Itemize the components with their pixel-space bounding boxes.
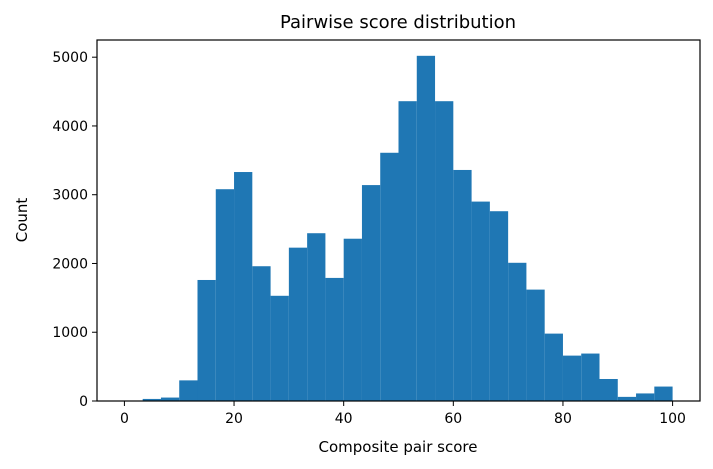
histogram-bar [636, 393, 654, 401]
y-tick-label: 4000 [52, 119, 88, 135]
histogram-bar [179, 380, 197, 401]
histogram-bar [289, 248, 307, 401]
histogram-bar [344, 239, 362, 401]
x-axis-ticks: 0 20 40 60 80 100 [120, 401, 686, 427]
x-tick-label: 40 [335, 411, 353, 427]
y-axis-label: Count [13, 198, 31, 243]
histogram-bar [417, 56, 435, 401]
histogram-bar [307, 233, 325, 401]
histogram-bar [399, 101, 417, 401]
histogram-bar [472, 202, 490, 401]
x-tick-label: 60 [444, 411, 462, 427]
histogram-bar [581, 354, 599, 401]
y-axis-ticks: 0 1000 2000 3000 4000 5000 [52, 50, 97, 410]
histogram-bar [545, 334, 563, 401]
histogram-bar [380, 153, 398, 401]
histogram-bar [654, 387, 672, 401]
histogram-bar [234, 172, 252, 401]
chart-title: Pairwise score distribution [280, 12, 516, 33]
histogram-bar [453, 170, 471, 401]
histogram-bar [508, 263, 526, 401]
y-tick-label: 3000 [52, 188, 88, 204]
histogram-bar [490, 211, 508, 401]
histogram-bar [526, 290, 544, 401]
histogram-bar [600, 379, 618, 401]
histogram-bar [362, 185, 380, 401]
x-axis-label: Composite pair score [319, 438, 478, 456]
y-tick-label: 2000 [52, 256, 88, 272]
x-tick-label: 100 [659, 411, 686, 427]
x-tick-label: 20 [225, 411, 243, 427]
y-tick-label: 0 [79, 394, 88, 410]
histogram-bar [563, 356, 581, 401]
histogram-bar [435, 101, 453, 401]
x-tick-label: 80 [554, 411, 572, 427]
histogram-bar [197, 280, 215, 401]
histogram-bar [271, 296, 289, 401]
bars-group [143, 56, 673, 401]
y-tick-label: 5000 [52, 50, 88, 66]
histogram-bar [325, 278, 343, 401]
x-tick-label: 0 [120, 411, 129, 427]
histogram-bar [216, 189, 234, 401]
y-tick-label: 1000 [52, 325, 88, 341]
histogram-bar [618, 397, 636, 401]
histogram-bar [252, 266, 270, 401]
